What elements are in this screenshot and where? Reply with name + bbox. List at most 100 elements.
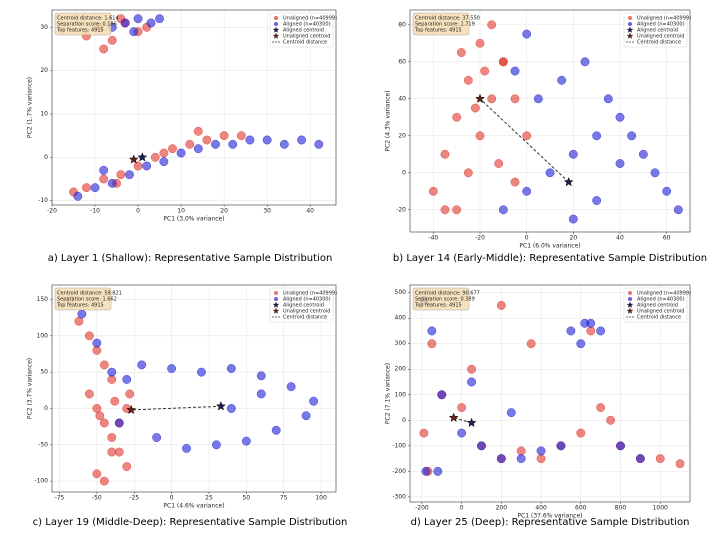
legend-box <box>269 287 334 323</box>
x-tick-label: -20 <box>47 208 57 215</box>
point <box>241 436 251 446</box>
y-tick-label: 200 <box>395 366 407 373</box>
point <box>556 441 566 451</box>
point <box>496 301 506 310</box>
point <box>427 326 437 336</box>
point <box>114 418 124 428</box>
legend-marker <box>628 22 632 26</box>
annotation: Separation score: 1.719 <box>415 22 475 28</box>
point <box>262 135 272 145</box>
caption: b) Layer 14 (Early-Middle): Representati… <box>393 253 707 264</box>
point <box>226 404 236 413</box>
y-axis-label: PC2 (3.7% variance) <box>27 358 34 419</box>
point <box>496 454 506 463</box>
y-tick-label: -300 <box>392 493 406 500</box>
point <box>159 148 169 158</box>
centroid-line <box>479 98 570 183</box>
x-tick-label: -10 <box>90 208 100 215</box>
point <box>419 428 429 438</box>
centroid <box>126 404 137 415</box>
centroid <box>448 412 459 422</box>
panel: -75 -50 -25 0 25 50 75 100 -100 -50 0 50 100 150 PC1 (… <box>27 284 348 528</box>
point <box>606 415 615 425</box>
point <box>603 94 613 104</box>
x-tick-label: 0 <box>136 208 140 215</box>
y-tick-label: 100 <box>395 391 407 398</box>
legend-label: Aligned centroid <box>283 303 324 309</box>
point <box>536 454 546 463</box>
y-tick-label: 0 <box>44 405 48 412</box>
point <box>615 112 625 122</box>
annotation: Centroid distance: 37.550 <box>415 16 480 22</box>
point <box>568 149 578 159</box>
point <box>245 135 255 145</box>
y-tick-label: 300 <box>395 340 407 347</box>
point <box>95 411 105 421</box>
point <box>596 326 606 336</box>
x-tick-label: 60 <box>663 235 671 242</box>
y-tick-label: 20 <box>398 132 406 139</box>
point <box>226 364 236 373</box>
annotation: Top features: 4915 <box>56 28 104 34</box>
point <box>580 318 590 328</box>
legend-label: Unaligned centroid <box>637 309 684 315</box>
point <box>452 205 462 215</box>
legend-label: Aligned centroid <box>637 303 678 309</box>
point <box>314 139 324 149</box>
point <box>99 44 109 54</box>
point <box>219 131 229 141</box>
legend-label: Aligned (n=40300) <box>283 297 331 303</box>
x-tick-label: 0 <box>525 235 529 242</box>
point <box>197 367 206 377</box>
point <box>522 131 532 141</box>
caption: a) Layer 1 (Shallow): Representative Sam… <box>48 253 333 264</box>
point <box>133 14 143 24</box>
point <box>428 186 438 196</box>
point <box>212 440 221 450</box>
centroid-line <box>453 417 472 424</box>
y-tick-label: -20 <box>396 206 406 213</box>
y-tick-label: 0 <box>402 169 406 176</box>
point <box>456 48 466 57</box>
annotation: Centroid distance: 90.677 <box>415 291 480 297</box>
legend-box <box>623 12 688 48</box>
legend-marker <box>628 16 632 20</box>
frame <box>51 284 337 493</box>
legend-label: Aligned centroid <box>283 28 324 34</box>
point <box>107 178 117 188</box>
x-tick-label: -25 <box>129 495 139 502</box>
legend-marker <box>272 301 280 308</box>
caption: d) Layer 25 (Deep): Representative Sampl… <box>411 517 690 528</box>
point <box>615 159 625 168</box>
annotation: Top features: 4915 <box>414 28 462 34</box>
point <box>592 196 602 205</box>
annotation-box <box>412 287 470 311</box>
point <box>256 371 266 381</box>
point <box>137 360 147 370</box>
point <box>297 135 306 145</box>
y-tick-label: 60 <box>398 58 406 65</box>
point <box>309 396 318 406</box>
centroid <box>128 154 139 164</box>
frame <box>409 9 691 233</box>
centroid-line <box>133 156 143 160</box>
point <box>301 411 311 421</box>
point <box>536 446 546 456</box>
legend-label: Unaligned centroid <box>637 34 684 40</box>
point <box>114 447 124 457</box>
point <box>236 131 246 141</box>
point <box>168 144 177 154</box>
point <box>510 94 520 104</box>
legend-marker <box>272 26 280 33</box>
annotation: Separation score: 1.662 <box>57 297 117 303</box>
point <box>522 186 532 196</box>
point <box>99 476 109 486</box>
point <box>516 446 526 456</box>
y-tick-label: 50 <box>40 369 48 376</box>
caption: c) Layer 19 (Middle-Deep): Representativ… <box>33 517 348 528</box>
annotation: Separation score: 0.186 <box>57 22 117 28</box>
frame <box>409 284 691 503</box>
x-tick-label: 20 <box>570 235 578 242</box>
point <box>279 139 289 149</box>
y-tick-label: 0 <box>44 154 48 161</box>
